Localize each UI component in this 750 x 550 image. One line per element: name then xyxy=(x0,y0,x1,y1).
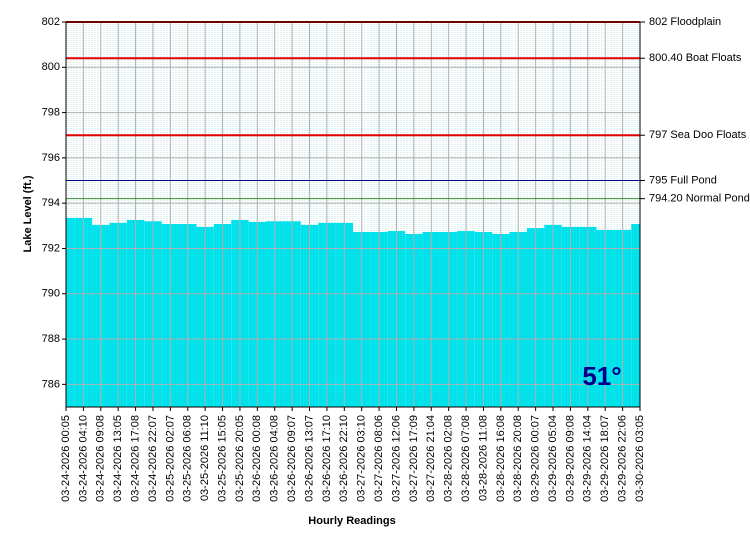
y-tick-label: 788 xyxy=(42,333,60,345)
x-tick-label: 03-29-2026 05:04 xyxy=(547,415,559,502)
y-tick-label: 792 xyxy=(42,242,60,254)
reference-label: 802 Floodplain xyxy=(649,16,721,28)
x-tick-label: 03-24-2026 04:10 xyxy=(77,415,89,502)
x-tick-label: 03-24-2026 17:08 xyxy=(129,415,141,502)
x-tick-label: 03-26-2026 22:10 xyxy=(338,415,350,502)
x-tick-label: 03-27-2026 17:09 xyxy=(408,415,420,502)
x-tick-label: 03-26-2026 09:07 xyxy=(286,415,298,502)
x-tick-label: 03-29-2026 14:04 xyxy=(582,415,594,502)
x-tick-label: 03-26-2026 13:07 xyxy=(303,415,315,502)
y-tick-label: 796 xyxy=(42,152,60,164)
reference-label: 797 Sea Doo Floats xyxy=(649,129,747,141)
x-tick-label: 03-26-2026 00:08 xyxy=(251,415,263,502)
x-axis-title: Hourly Readings xyxy=(308,515,395,527)
x-tick-label: 03-25-2026 15:05 xyxy=(216,415,228,502)
reference-label: 800.40 Boat Floats xyxy=(649,52,742,64)
y-tick-label: 798 xyxy=(42,106,60,118)
y-tick-label: 802 xyxy=(42,16,60,28)
y-tick-label: 790 xyxy=(42,288,60,300)
reference-label: 794.20 Normal Pond xyxy=(649,193,750,205)
temperature-badge: 51° xyxy=(582,361,621,391)
x-tick-label: 03-25-2026 11:10 xyxy=(199,415,211,501)
x-tick-label: 03-26-2026 04:08 xyxy=(269,415,281,502)
x-tick-label: 03-28-2026 20:08 xyxy=(512,415,524,502)
x-tick-label: 03-24-2026 13:05 xyxy=(112,415,124,502)
x-tick-label: 03-27-2026 08:06 xyxy=(373,415,385,502)
bar xyxy=(631,224,640,407)
x-tick-label: 03-29-2026 09:08 xyxy=(564,415,576,502)
x-tick-label: 03-29-2026 18:07 xyxy=(599,415,611,502)
x-tick-label: 03-28-2026 07:08 xyxy=(460,415,472,502)
y-axis-title: Lake Level (ft.) xyxy=(22,175,34,252)
reference-label: 795 Full Pond xyxy=(649,174,717,186)
bar xyxy=(66,217,75,407)
x-tick-label: 03-28-2026 11:08 xyxy=(477,415,489,501)
x-tick-label: 03-27-2026 12:06 xyxy=(390,415,402,502)
x-tick-label: 03-25-2026 20:05 xyxy=(234,415,246,502)
x-tick-label: 03-26-2026 17:10 xyxy=(321,415,333,502)
x-tick-label: 03-30-2026 03:05 xyxy=(634,415,646,502)
y-tick-label: 800 xyxy=(42,61,60,73)
x-tick-label: 03-24-2026 00:05 xyxy=(60,415,72,502)
x-tick-label: 03-29-2026 22:06 xyxy=(617,415,629,502)
x-tick-label: 03-25-2026 06:08 xyxy=(182,415,194,502)
plot-area xyxy=(66,22,640,407)
x-tick-label: 03-24-2026 22:07 xyxy=(147,415,159,502)
x-tick-label: 03-28-2026 02:08 xyxy=(443,415,455,502)
x-tick-label: 03-27-2026 03:10 xyxy=(356,415,368,502)
plot-frame xyxy=(65,21,641,408)
y-tick-label: 794 xyxy=(42,197,60,209)
x-tick-label: 03-24-2026 09:08 xyxy=(95,415,107,502)
x-tick-label: 03-29-2026 00:07 xyxy=(530,415,542,502)
x-tick-label: 03-27-2026 21:04 xyxy=(425,415,437,502)
x-tick-label: 03-25-2026 02:07 xyxy=(164,415,176,502)
x-tick-label: 03-28-2026 16:08 xyxy=(495,415,507,502)
y-tick-label: 786 xyxy=(42,378,60,390)
